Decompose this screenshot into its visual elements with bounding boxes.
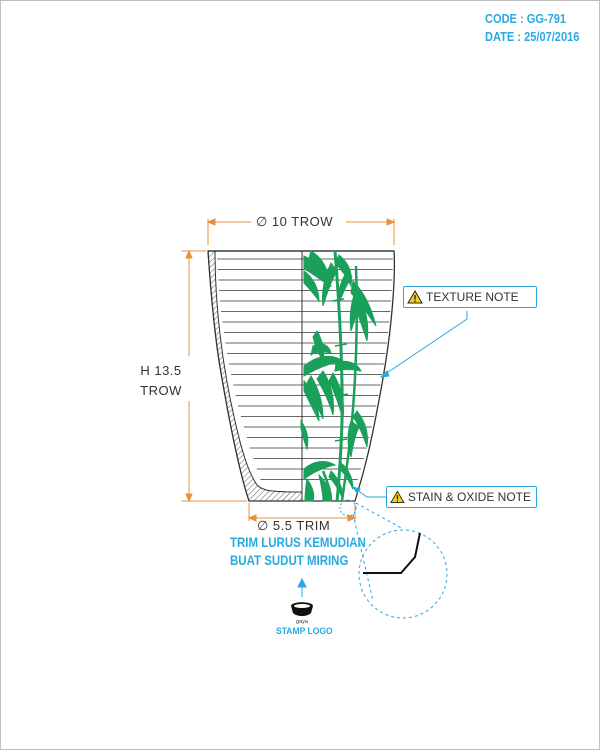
pot-body — [207, 250, 396, 502]
header-block: CODE : GG-791 DATE : 25/07/2016 — [485, 10, 579, 46]
bottom-diameter-label: ∅ 5.5 TRIM — [257, 518, 331, 533]
stamp-logo-icon: gaya — [291, 602, 313, 625]
texture-note[interactable]: TEXTURE NOTE — [403, 286, 537, 308]
top-diameter-label: ∅ 10 TROW — [256, 214, 333, 229]
trim-detail — [363, 532, 421, 574]
bamboo-decoration — [300, 250, 377, 502]
texture-note-text: TEXTURE NOTE — [426, 290, 519, 304]
warning-icon — [390, 490, 405, 504]
height-unit: TROW — [140, 383, 182, 398]
instruction-line-1: TRIM LURUS KEMUDIAN — [230, 534, 366, 550]
date-label: DATE : 25/07/2016 — [485, 29, 580, 44]
height-label: H 13.5 TROW — [135, 361, 187, 401]
pot-outline — [207, 250, 396, 502]
stain-note-text: STAIN & OXIDE NOTE — [407, 490, 531, 504]
dimension-lines — [181, 218, 396, 522]
code-label: CODE : GG-791 — [485, 11, 567, 26]
instruction-line-2: BUAT SUDUT MIRING — [230, 552, 349, 568]
stamp-logo-text: gaya — [296, 619, 309, 625]
leader-lines — [297, 311, 468, 619]
height-value: H 13.5 — [140, 363, 182, 378]
warning-icon — [407, 290, 423, 304]
stain-note[interactable]: STAIN & OXIDE NOTE — [386, 486, 537, 508]
stamp-logo-label: STAMP LOGO — [276, 626, 333, 637]
trim-instruction: TRIM LURUS KEMUDIAN BUAT SUDUT MIRING — [230, 533, 366, 569]
